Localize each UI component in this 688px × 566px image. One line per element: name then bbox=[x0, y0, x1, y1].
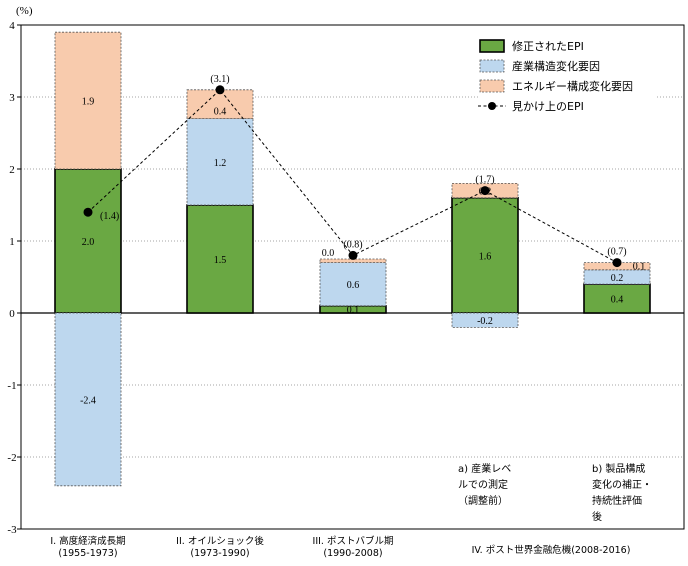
bar-epi bbox=[54, 168, 122, 314]
subcategory-label: 後 bbox=[592, 510, 602, 523]
bar-label-epi: 1.5 bbox=[214, 255, 227, 266]
category-labels: I. 高度経済成長期(1955-1973) II. オイルショック後(1973-1… bbox=[50, 462, 652, 559]
bar-label-structure: -0.2 bbox=[477, 316, 493, 327]
category-label: (1955-1973) bbox=[58, 548, 117, 559]
plot-frame bbox=[20, 24, 685, 530]
bar-label-structure: -2.4 bbox=[80, 395, 96, 406]
legend-swatch-marker bbox=[488, 102, 496, 110]
category-label: (1990-2008) bbox=[323, 548, 382, 559]
subcategory-label: ルでの測定 bbox=[458, 478, 508, 491]
bars bbox=[54, 31, 651, 487]
bar-label-structure: 1.2 bbox=[214, 158, 227, 169]
y-tick-label: 3 bbox=[9, 92, 15, 104]
subcategory-label: 持続性評価 bbox=[592, 494, 642, 507]
apparent-epi-label: (1.7) bbox=[475, 175, 494, 186]
category-label: (1973-1990) bbox=[190, 548, 249, 559]
bar-epi bbox=[583, 283, 651, 314]
bar-label-epi: 1.6 bbox=[479, 251, 492, 262]
legend-label: 修正されたEPI bbox=[512, 39, 584, 53]
y-tick-label: -3 bbox=[7, 524, 17, 536]
legend-label: 見かけ上のEPI bbox=[512, 100, 584, 113]
bar-label-epi: 0.1 bbox=[347, 305, 360, 316]
apparent-epi-line: (1.4) (3.1) (0.8) (1.7) (0.7) bbox=[83, 74, 627, 268]
axes: 4 3 2 1 0 -1 -2 -3 bbox=[7, 20, 685, 536]
legend-box bbox=[478, 35, 656, 121]
y-tick-label: 1 bbox=[9, 236, 15, 248]
bar-label-energy: 0.0 bbox=[322, 248, 335, 259]
apparent-epi-point bbox=[83, 207, 93, 217]
apparent-epi-label: (3.1) bbox=[210, 74, 229, 85]
legend-swatch-epi bbox=[479, 39, 505, 53]
data-labels: 2.0 -2.4 1.9 1.5 1.2 0.4 0.1 0.6 0.0 1.6 -0.2 0.2 0.… bbox=[80, 97, 645, 407]
apparent-epi-point bbox=[215, 85, 225, 95]
y-tick-label: -2 bbox=[7, 452, 16, 464]
subcategory-label: 変化の補正・ bbox=[592, 478, 652, 491]
bar-structure bbox=[451, 312, 519, 328]
legend-swatch-energy bbox=[479, 79, 505, 93]
subcategory-label: b) 製品構成 bbox=[592, 462, 645, 475]
bar-label-energy: 0.4 bbox=[214, 107, 227, 118]
category-label: III. ポストバブル期 bbox=[313, 535, 394, 547]
apparent-epi-label: (0.7) bbox=[607, 247, 626, 258]
bar-structure bbox=[54, 312, 122, 487]
bar-label-structure: 0.2 bbox=[611, 273, 624, 284]
bar-energy bbox=[54, 31, 122, 170]
bar-label-energy: 0.1 bbox=[633, 262, 646, 273]
bar-label-epi: 0.4 bbox=[611, 295, 624, 306]
apparent-epi-point bbox=[612, 258, 622, 268]
apparent-epi-label: (1.4) bbox=[100, 211, 119, 222]
legend-swatch-structure bbox=[479, 59, 505, 73]
category-label: IV. ポスト世界金融危機(2008-2016) bbox=[472, 544, 631, 556]
bar-label-energy: 0.2 bbox=[479, 187, 492, 198]
apparent-epi-point bbox=[348, 250, 358, 260]
y-tick-label: -1 bbox=[7, 380, 16, 392]
y-tick-label: 4 bbox=[9, 20, 15, 32]
bar-epi bbox=[186, 204, 254, 314]
legend-label: 産業構造変化要因 bbox=[512, 59, 600, 73]
bar-label-energy: 1.9 bbox=[82, 97, 95, 108]
bar-energy bbox=[186, 89, 254, 120]
category-label: II. オイルショック後 bbox=[176, 535, 264, 547]
category-label: I. 高度経済成長期 bbox=[50, 535, 125, 547]
legend-label: エネルギー構成変化要因 bbox=[512, 79, 633, 93]
y-tick-label: 2 bbox=[9, 164, 15, 176]
apparent-epi-point bbox=[480, 186, 490, 196]
y-axis-unit: (%) bbox=[16, 5, 33, 17]
y-tick-label: 0 bbox=[9, 308, 15, 320]
apparent-epi-label: (0.8) bbox=[343, 239, 362, 250]
subcategory-label: a) 産業レベ bbox=[458, 462, 511, 475]
subcategory-label: （調整前） bbox=[458, 494, 508, 507]
bar-label-epi: 2.0 bbox=[82, 237, 95, 248]
bar-label-structure: 0.6 bbox=[347, 280, 360, 291]
